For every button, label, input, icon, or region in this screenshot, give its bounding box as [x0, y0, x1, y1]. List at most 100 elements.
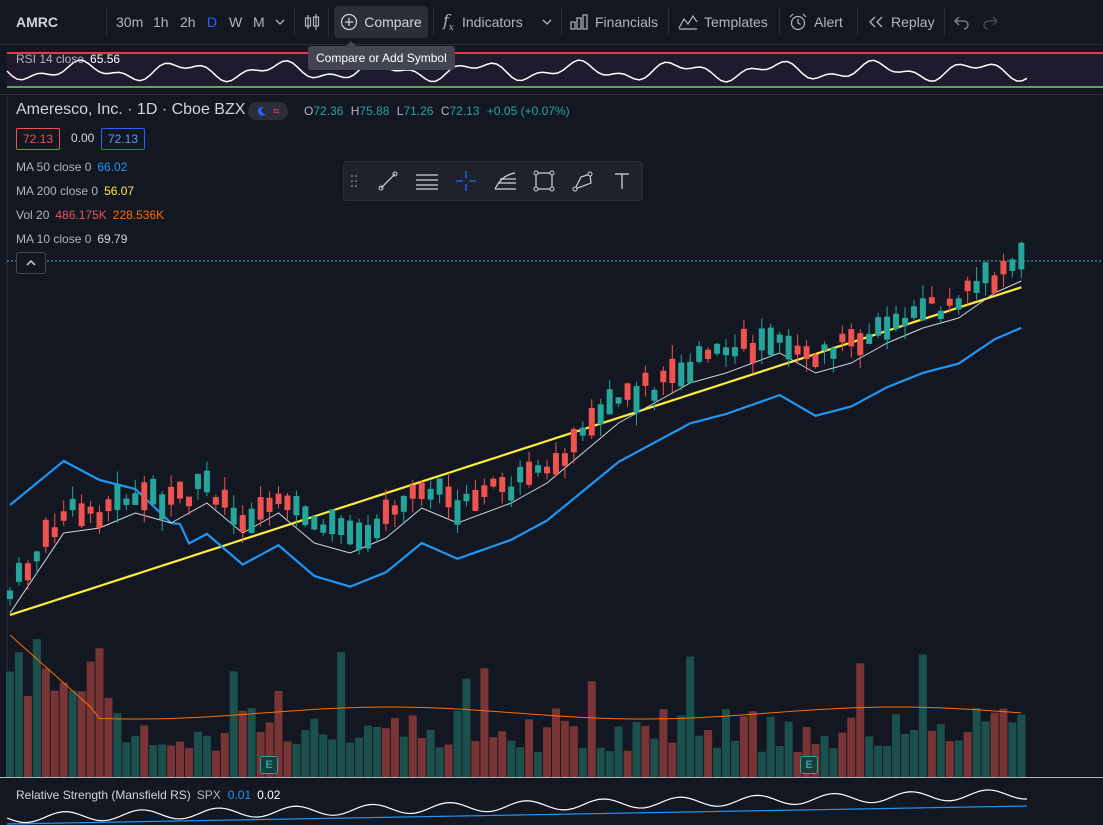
text-tool[interactable] [608, 167, 636, 195]
candle-body [624, 383, 631, 400]
volume-bar [730, 740, 739, 777]
volume-bar [954, 740, 963, 777]
horizontal-lines-tool[interactable] [413, 167, 441, 195]
candle-body [275, 493, 282, 505]
candle-body [69, 498, 76, 511]
volume-label: Vol 20 [16, 208, 50, 222]
candle-body [678, 362, 685, 387]
volume-bar [390, 718, 399, 777]
candle-body [919, 298, 926, 321]
candle-body [51, 527, 58, 537]
symbol-label: AMRC [16, 14, 58, 30]
volume-bar [68, 690, 77, 777]
volume-bar [775, 745, 784, 777]
interval-dropdown[interactable] [274, 6, 286, 38]
close-label: C [440, 104, 450, 118]
candle-body [203, 470, 210, 493]
volume-bar [86, 661, 95, 777]
interval-w[interactable]: W [229, 6, 242, 38]
compare-button[interactable]: Compare [334, 6, 428, 38]
candle-body [723, 347, 729, 356]
volume-bar [784, 721, 793, 777]
volume-bar [167, 745, 176, 777]
volume-bar [453, 710, 462, 777]
interval-2h[interactable]: 2h [180, 6, 196, 38]
interval-m[interactable]: M [253, 6, 265, 38]
volume-bars [6, 639, 1026, 777]
indicators-button[interactable]: fx Indicators [443, 6, 523, 38]
candle-body [257, 497, 264, 520]
candle-body [311, 516, 318, 530]
candle-body [535, 465, 542, 473]
candle-body [758, 328, 765, 351]
sell-price-button[interactable]: 72.13 [16, 128, 61, 150]
candle-body [141, 482, 148, 511]
pane-divider[interactable] [0, 94, 1103, 95]
drag-handle[interactable] [344, 167, 364, 195]
volume-bar [578, 747, 587, 777]
candle-body [427, 488, 434, 500]
earnings-icon[interactable]: E [800, 756, 818, 774]
pane-divider[interactable] [0, 777, 1103, 778]
volume-bar [534, 751, 543, 777]
volume-bar [471, 740, 480, 777]
templates-button[interactable]: Templates [677, 6, 768, 38]
financials-button[interactable]: Financials [569, 6, 658, 38]
candle-body [481, 485, 488, 497]
trend-line-tool[interactable] [374, 167, 402, 195]
volume-bar [569, 726, 578, 777]
main-chart[interactable] [0, 95, 1103, 777]
ma10-label: MA 10 close 0 [16, 232, 92, 246]
chart-style-button[interactable] [302, 6, 322, 38]
fib-tool[interactable] [491, 167, 519, 195]
volume-bar [802, 727, 811, 777]
candle-body [105, 499, 112, 512]
ma50-label: MA 50 close 0 [16, 160, 92, 174]
volume-bar [722, 709, 730, 777]
indicators-label: Indicators [462, 14, 523, 30]
interval-30m[interactable]: 30m [116, 6, 143, 38]
financials-label: Financials [595, 14, 659, 30]
redo-button[interactable] [981, 6, 999, 38]
undo-button[interactable] [953, 6, 971, 38]
volume-bar [355, 737, 364, 777]
candle-body [731, 347, 738, 357]
volume-bar [23, 695, 32, 777]
volume-bar [14, 652, 23, 777]
candle-body [696, 346, 703, 362]
candle-body [15, 562, 22, 582]
volume-bar [480, 668, 489, 777]
candle-body [857, 333, 864, 356]
candle-body [186, 496, 192, 507]
symbol-search-button[interactable]: AMRC [6, 6, 114, 38]
candle-body [588, 407, 595, 436]
rsi-label: RSI 14 close [16, 52, 85, 66]
replay-icon [869, 16, 883, 28]
volume-bar [516, 747, 525, 777]
candle-body [902, 317, 908, 327]
main-title: Ameresco, Inc. · 1D · Cboe BZX [16, 101, 246, 118]
replay-button[interactable]: Replay [867, 6, 935, 38]
candle-body [973, 280, 980, 293]
volume-bar [328, 739, 337, 777]
wave-icon: ≈ [272, 104, 280, 118]
trend-line-icon [378, 171, 398, 191]
earnings-icon[interactable]: E [260, 756, 278, 774]
rectangle-tool[interactable] [530, 167, 558, 195]
volume-bar [981, 721, 990, 777]
candle-body [230, 507, 237, 525]
volume-bar [381, 728, 390, 777]
chevron-down-icon [275, 19, 285, 25]
indicators-dropdown[interactable] [541, 6, 553, 38]
interval-1h[interactable]: 1h [153, 6, 169, 38]
alert-button[interactable]: Alert [788, 6, 843, 38]
volume-bar [551, 708, 560, 777]
collapse-legend-button[interactable] [16, 252, 46, 274]
volume-bar [498, 731, 507, 777]
crosshair-tool[interactable] [452, 167, 480, 195]
brush-tool[interactable] [569, 167, 597, 195]
buy-price-button[interactable]: 72.13 [101, 128, 146, 150]
candle-body [597, 404, 604, 425]
interval-d[interactable]: D [207, 6, 217, 38]
status-toggle[interactable]: ≈ [248, 102, 288, 120]
